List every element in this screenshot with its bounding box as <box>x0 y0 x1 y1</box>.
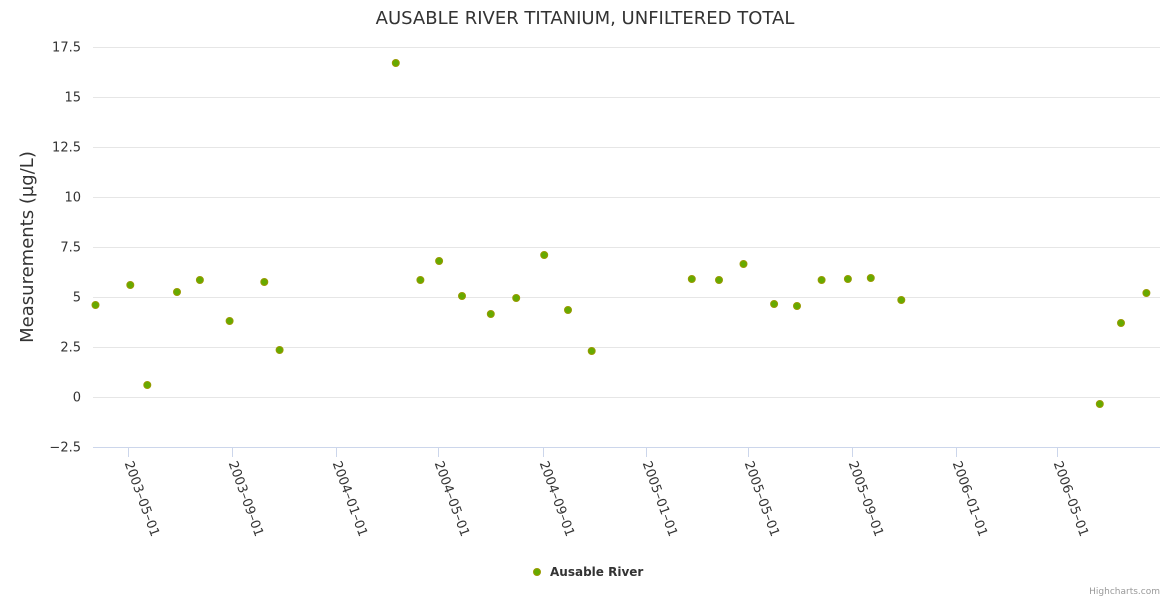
x-axis: 2003–05–01 2003–09–01 2004–01–01 2004–05–01… <box>121 447 1091 539</box>
y-tick-label: 2.5 <box>60 341 81 356</box>
legend-marker <box>533 568 541 576</box>
data-point[interactable] <box>897 296 906 304</box>
data-point[interactable] <box>866 274 875 282</box>
x-tick-label: 2005–09–01 <box>845 459 886 539</box>
y-tick-label: 17.5 <box>52 41 81 56</box>
y-tick-label: −2.5 <box>49 441 81 456</box>
x-tick-label: 2003–09–01 <box>225 459 266 539</box>
x-tick-label: 2004–01–01 <box>329 459 370 539</box>
data-point[interactable] <box>416 276 425 284</box>
data-point[interactable] <box>91 301 100 309</box>
x-tick-label: 2006–05–01 <box>1050 459 1091 539</box>
data-point[interactable] <box>817 276 826 284</box>
data-point[interactable] <box>564 306 572 314</box>
chart-title: AUSABLE RIVER TITANIUM, UNFILTERED TOTAL <box>376 8 795 29</box>
data-point[interactable] <box>260 278 269 286</box>
y-axis-ticks: −2.5 0 2.5 5 7.5 10 12.5 15 17.5 <box>49 41 81 456</box>
y-tick-label: 7.5 <box>60 241 81 256</box>
data-point[interactable] <box>587 347 596 355</box>
legend-label[interactable]: Ausable River <box>550 565 643 579</box>
data-point[interactable] <box>195 276 204 284</box>
x-tick-label: 2005–01–01 <box>639 459 680 539</box>
data-point[interactable] <box>687 275 696 283</box>
y-tick-label: 10 <box>64 191 81 206</box>
data-point[interactable] <box>458 292 466 300</box>
data-point[interactable] <box>739 260 748 268</box>
data-point[interactable] <box>275 346 284 354</box>
data-point[interactable] <box>715 276 723 284</box>
y-tick-label: 0 <box>73 391 81 406</box>
x-tick-label: 2005–05–01 <box>741 459 782 539</box>
y-tick-label: 12.5 <box>52 141 81 156</box>
y-tick-label: 15 <box>64 91 81 106</box>
data-point[interactable] <box>391 59 400 67</box>
y-tick-label: 5 <box>73 291 81 306</box>
legend[interactable]: Ausable River <box>533 565 644 579</box>
data-point[interactable] <box>512 294 521 302</box>
series-points <box>91 59 1151 408</box>
data-point[interactable] <box>540 251 549 259</box>
data-point[interactable] <box>225 317 234 325</box>
data-point[interactable] <box>486 310 495 318</box>
data-point[interactable] <box>435 257 444 265</box>
data-point[interactable] <box>143 381 152 389</box>
x-tick-label: 2004–09–01 <box>536 459 577 539</box>
data-point[interactable] <box>1142 289 1151 297</box>
data-point[interactable] <box>173 288 181 296</box>
y-axis-label: Measurements (µg/L) <box>17 151 38 343</box>
data-point[interactable] <box>843 275 852 283</box>
data-point[interactable] <box>126 281 135 289</box>
data-point[interactable] <box>793 302 801 310</box>
data-point[interactable] <box>1095 400 1104 408</box>
x-tick-label: 2003–05–01 <box>121 459 162 539</box>
x-tick-label: 2006–01–01 <box>949 459 990 539</box>
data-point[interactable] <box>770 300 779 308</box>
x-tick-label: 2004–05–01 <box>431 459 472 539</box>
grid-lines <box>93 47 1160 448</box>
data-point[interactable] <box>1117 319 1125 327</box>
credits[interactable]: Highcharts.com <box>1089 587 1160 597</box>
